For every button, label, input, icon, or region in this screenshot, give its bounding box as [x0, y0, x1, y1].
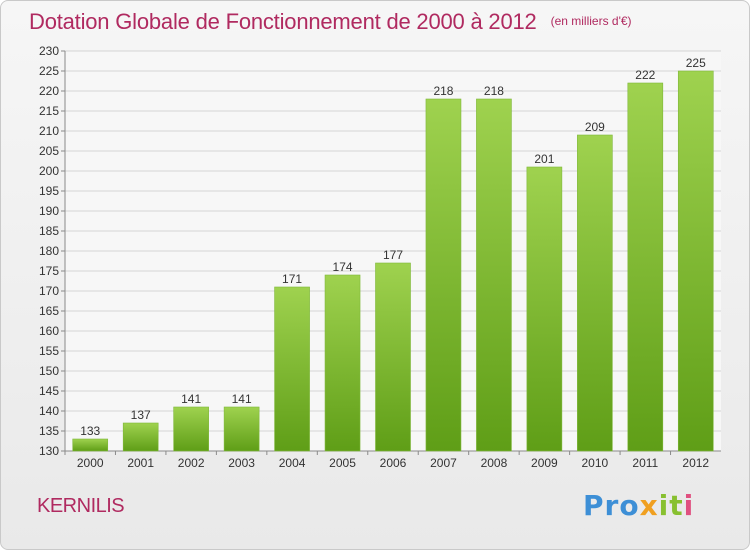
- y-tick-label: 185: [39, 224, 59, 238]
- bar-value-label: 225: [686, 56, 706, 70]
- y-tick-label: 175: [39, 264, 59, 278]
- bar: [72, 438, 109, 452]
- logo-part-1: Pro: [583, 489, 640, 522]
- bar: [476, 98, 512, 452]
- y-tick-label: 190: [39, 204, 59, 218]
- y-tick-label: 140: [39, 404, 59, 418]
- bar-value-label: 222: [635, 68, 655, 82]
- bar-value-label: 137: [131, 408, 151, 422]
- bar-value-label: 209: [585, 120, 605, 134]
- bar-value-label: 218: [433, 84, 453, 98]
- x-tick-label: 2005: [329, 456, 356, 470]
- y-tick-label: 155: [39, 344, 59, 358]
- y-tick-label: 160: [39, 324, 59, 338]
- y-tick-label: 180: [39, 244, 59, 258]
- x-tick-label: 2009: [531, 456, 558, 470]
- bar: [375, 262, 411, 452]
- y-tick-label: 165: [39, 304, 59, 318]
- bar: [324, 274, 361, 452]
- y-tick-label: 150: [39, 364, 59, 378]
- bar-value-label: 177: [383, 248, 403, 262]
- bar: [173, 406, 209, 452]
- x-tick-label: 2003: [228, 456, 255, 470]
- bar: [526, 166, 563, 452]
- bar-value-label: 133: [80, 424, 100, 438]
- bar-value-label: 201: [534, 152, 554, 166]
- x-tick-label: 2004: [279, 456, 306, 470]
- y-tick-label: 200: [39, 164, 59, 178]
- y-tick-label: 220: [39, 84, 59, 98]
- y-tick-label: 195: [39, 184, 59, 198]
- y-tick-label: 135: [39, 424, 59, 438]
- x-tick-label: 2001: [127, 456, 154, 470]
- proxiti-logo: Proxiti: [583, 489, 694, 522]
- bar: [223, 406, 260, 452]
- x-tick-label: 2008: [481, 456, 508, 470]
- bar: [274, 286, 310, 452]
- y-tick-label: 225: [39, 64, 59, 78]
- logo-part-2: x: [639, 489, 659, 522]
- logo-part-3: it: [658, 489, 684, 522]
- bar: [677, 70, 714, 452]
- bar: [577, 134, 613, 452]
- bar: [627, 82, 664, 452]
- bar: [425, 98, 462, 452]
- commune-name: KERNILIS: [37, 495, 125, 517]
- y-tick-label: 205: [39, 144, 59, 158]
- unit-note: (en milliers d'€): [550, 14, 632, 28]
- chart-title: Dotation Globale de Fonctionnement de 20…: [29, 9, 632, 35]
- bar-value-label: 171: [282, 272, 302, 286]
- y-tick-label: 170: [39, 284, 59, 298]
- y-tick-label: 230: [39, 44, 59, 58]
- y-tick-label: 210: [39, 124, 59, 138]
- bar-value-label: 141: [181, 392, 201, 406]
- x-tick-label: 2002: [178, 456, 205, 470]
- bar-value-label: 174: [333, 260, 353, 274]
- bar: [122, 422, 159, 452]
- y-tick-label: 145: [39, 384, 59, 398]
- x-tick-label: 2006: [380, 456, 407, 470]
- x-tick-label: 2011: [632, 456, 658, 470]
- bar-value-label: 218: [484, 84, 504, 98]
- y-tick-label: 215: [39, 104, 59, 118]
- x-tick-label: 2000: [77, 456, 104, 470]
- logo-part-4: i: [683, 489, 695, 522]
- y-tick-label: 130: [39, 444, 59, 458]
- x-tick-label: 2010: [581, 456, 608, 470]
- bar-value-label: 141: [232, 392, 252, 406]
- chart-title-text: Dotation Globale de Fonctionnement de 20…: [29, 9, 537, 34]
- x-tick-label: 2012: [682, 456, 709, 470]
- x-tick-label: 2007: [430, 456, 457, 470]
